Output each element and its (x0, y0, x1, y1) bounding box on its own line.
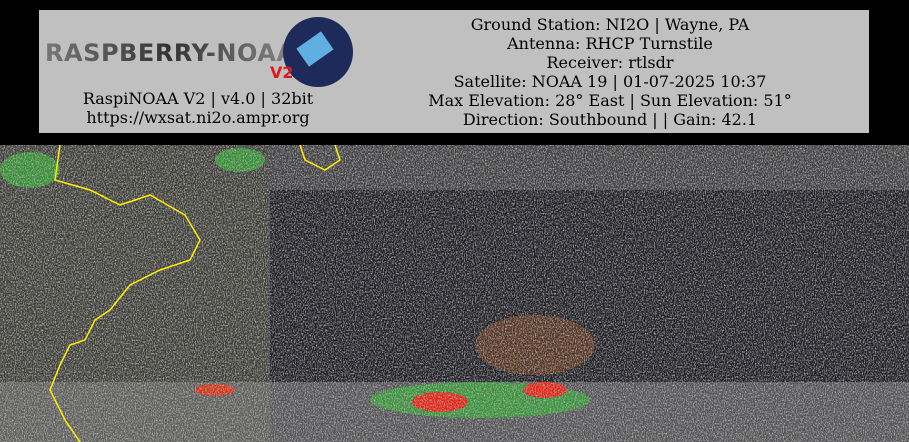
info-line: Max Elevation: 28° East | Sun Elevation:… (428, 91, 792, 110)
info-line: Satellite: NOAA 19 | 01-07-2025 10:37 (454, 72, 767, 91)
left-info: RaspiNOAA V2 | v4.0 | 32bithttps://wxsat… (83, 89, 314, 127)
logo: RASPBERRY-NOAA V2 (45, 17, 353, 87)
info-line: RaspiNOAA V2 | v4.0 | 32bit (83, 89, 314, 108)
right-info: Ground Station: NI2O | Wayne, PAAntenna:… (428, 15, 792, 129)
info-line: Direction: Southbound | | Gain: 42.1 (463, 110, 757, 129)
logo-title: RASPBERRY-NOAA (45, 39, 295, 67)
info-line: Ground Station: NI2O | Wayne, PA (471, 15, 750, 34)
info-line: Receiver: rtlsdr (547, 53, 674, 72)
info-line: https://wxsat.ni2o.ampr.org (86, 108, 309, 127)
header-panel (39, 10, 869, 133)
info-line: Antenna: RHCP Turnstile (506, 34, 713, 53)
logo-satellite (296, 31, 334, 67)
logo-version: V2 (270, 63, 294, 82)
imagery (0, 144, 909, 442)
